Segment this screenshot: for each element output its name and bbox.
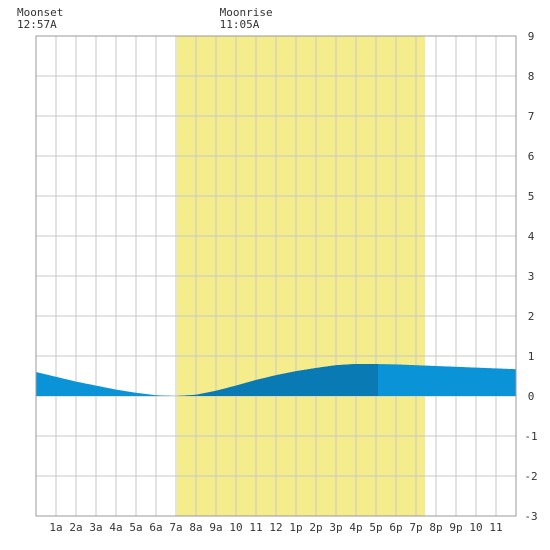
moonset-time: 12:57A: [17, 18, 57, 31]
y-tick-label: 0: [528, 390, 535, 403]
x-tick-label: 1p: [289, 521, 302, 534]
grid-layer: [36, 36, 516, 516]
x-tick-label: 10: [229, 521, 242, 534]
y-tick-label: 7: [528, 110, 535, 123]
y-tick-label: 4: [528, 230, 535, 243]
x-tick-label: 9a: [209, 521, 222, 534]
x-tick-label: 5a: [129, 521, 142, 534]
y-tick-label: 3: [528, 270, 535, 283]
x-tick-label: 11: [249, 521, 262, 534]
tide-layer: [36, 364, 516, 396]
y-tick-label: -3: [524, 510, 537, 523]
plot-frame: [35, 35, 517, 517]
label-layer: 1a 2a 3a 4a 5a 6a 7a 8a 9a 10 11 12 1p 2p 3p 4p 5p 6p 7p 8p…: [17, 6, 538, 534]
x-tick-label: 7a: [169, 521, 182, 534]
x-tick-label: 1a: [49, 521, 62, 534]
y-tick-label: 6: [528, 150, 535, 163]
x-tick-label: 11: [489, 521, 502, 534]
tide-area-highlight: [177, 364, 378, 396]
x-tick-label: 6a: [149, 521, 162, 534]
moonrise-time: 11:05A: [220, 18, 260, 31]
x-tick-label: 2a: [69, 521, 82, 534]
x-tick-label: 3p: [329, 521, 342, 534]
x-tick-label: 10: [469, 521, 482, 534]
y-tick-label: -2: [524, 470, 537, 483]
x-tick-label: 8a: [189, 521, 202, 534]
x-tick-label: 6p: [389, 521, 402, 534]
axis-layer: [35, 35, 517, 517]
x-tick-label: 4a: [109, 521, 122, 534]
y-tick-label: 2: [528, 310, 535, 323]
x-tick-label: 5p: [369, 521, 382, 534]
x-tick-label: 8p: [429, 521, 442, 534]
x-tick-label: 2p: [309, 521, 322, 534]
x-tick-label: 12: [269, 521, 282, 534]
moonrise-label: Moonrise: [220, 6, 273, 19]
y-tick-label: -1: [524, 430, 537, 443]
y-tick-label: 5: [528, 190, 535, 203]
y-tick-label: 8: [528, 70, 535, 83]
y-tick-label: 1: [528, 350, 535, 363]
x-tick-label: 3a: [89, 521, 102, 534]
moonset-label: Moonset: [17, 6, 63, 19]
x-tick-label: 9p: [449, 521, 462, 534]
x-tick-label: 7p: [409, 521, 422, 534]
y-tick-label: 9: [528, 30, 535, 43]
x-tick-label: 4p: [349, 521, 362, 534]
